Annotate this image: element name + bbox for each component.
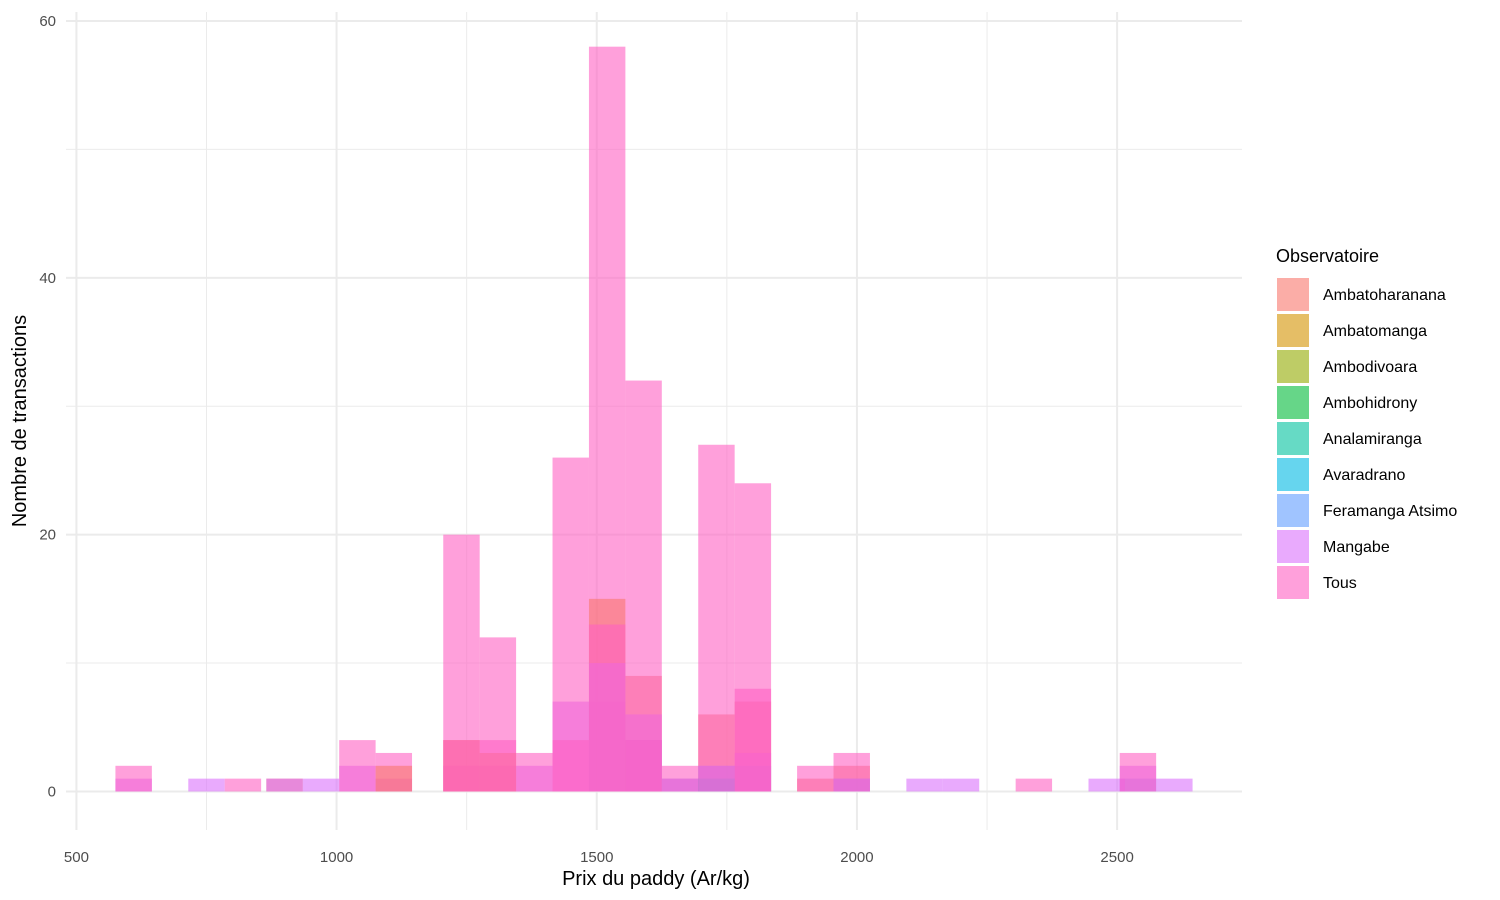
x-tick-label: 1500 bbox=[580, 849, 613, 866]
histogram-bar bbox=[266, 778, 303, 792]
legend-key bbox=[1277, 566, 1309, 599]
legend-key bbox=[1277, 386, 1309, 419]
x-tick-label: 1000 bbox=[320, 849, 353, 866]
legend-key bbox=[1277, 278, 1309, 311]
histogram-bar bbox=[833, 752, 870, 792]
legend-key bbox=[1277, 494, 1309, 527]
y-tick-label: 60 bbox=[39, 13, 56, 30]
x-tick-label: 2000 bbox=[840, 849, 873, 866]
histogram-bar bbox=[942, 778, 980, 792]
y-tick-label: 0 bbox=[48, 783, 56, 800]
histogram-bar bbox=[906, 778, 943, 792]
histogram-bar bbox=[1015, 778, 1053, 792]
histogram-bar bbox=[1088, 778, 1125, 792]
x-tick-label: 500 bbox=[64, 849, 89, 866]
histogram-bar bbox=[734, 688, 772, 792]
y-axis-title: Nombre de transactions bbox=[9, 315, 31, 527]
histogram-bar bbox=[698, 444, 735, 792]
histogram-bar bbox=[797, 765, 834, 792]
histogram-bar bbox=[188, 778, 225, 792]
legend-key bbox=[1277, 530, 1309, 563]
histogram-bar bbox=[375, 765, 413, 792]
histogram-bar bbox=[443, 740, 480, 792]
bars bbox=[115, 46, 1193, 792]
histogram-bar bbox=[339, 740, 376, 792]
y-tick-label: 20 bbox=[39, 527, 56, 544]
x-tick-label: 2500 bbox=[1100, 849, 1133, 866]
histogram-bar bbox=[115, 765, 152, 792]
histogram-bar bbox=[625, 740, 662, 792]
histogram-bar bbox=[516, 752, 553, 792]
legend-label: Mangabe bbox=[1323, 539, 1390, 556]
histogram-bar bbox=[479, 740, 517, 792]
legend-label: Analamiranga bbox=[1323, 431, 1422, 448]
legend-key bbox=[1277, 458, 1309, 491]
histogram-bar bbox=[1119, 752, 1157, 792]
x-axis-title: Prix du paddy (Ar/kg) bbox=[562, 868, 750, 890]
legend-key bbox=[1277, 422, 1309, 455]
histogram-bar bbox=[552, 457, 589, 792]
histogram-bar bbox=[625, 380, 662, 792]
histogram-bar bbox=[661, 765, 699, 792]
histogram-bar bbox=[224, 778, 262, 792]
legend: Observatoire Ambatoharanana Ambatomanga Am… bbox=[1276, 246, 1457, 599]
histogram-bar bbox=[552, 740, 589, 792]
y-tick-label: 40 bbox=[39, 270, 56, 287]
legend-key bbox=[1277, 314, 1309, 347]
histogram-bar bbox=[1156, 778, 1193, 792]
legend-label: Avaradrano bbox=[1323, 467, 1406, 484]
legend-label: Ambohidrony bbox=[1323, 395, 1417, 412]
legend-label: Feramanga Atsimo bbox=[1323, 503, 1457, 520]
legend-title: Observatoire bbox=[1276, 246, 1379, 266]
legend-label: Ambatomanga bbox=[1323, 323, 1427, 340]
legend-label: Tous bbox=[1323, 575, 1357, 592]
tick-labels: 500 1000 1500 2000 2500 0 20 40 60 bbox=[39, 13, 1133, 866]
histogram-bar bbox=[302, 778, 340, 792]
legend-label: Ambatoharanana bbox=[1323, 287, 1446, 304]
histogram-bar bbox=[588, 624, 626, 792]
legend-key bbox=[1277, 350, 1309, 383]
legend-label: Ambodivoara bbox=[1323, 359, 1417, 376]
